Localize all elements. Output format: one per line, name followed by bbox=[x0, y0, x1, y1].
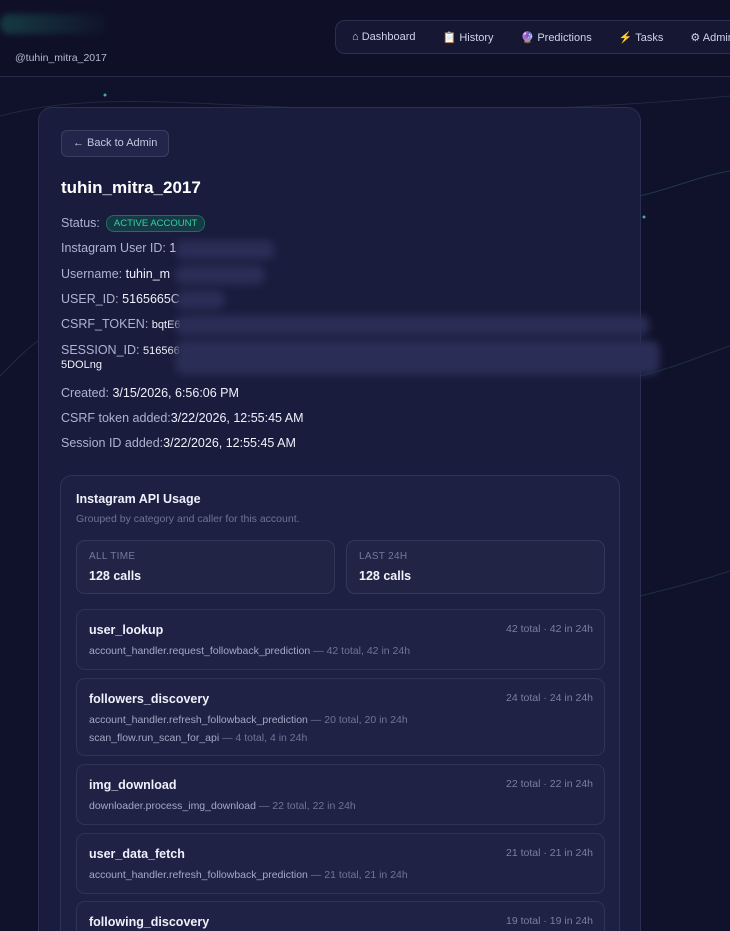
gear-icon: ⚙ bbox=[690, 31, 701, 44]
home-icon: ⌂ bbox=[352, 31, 359, 43]
redaction bbox=[175, 340, 660, 375]
api-usage-panel: Instagram API Usage Grouped by category … bbox=[60, 475, 620, 931]
category-card: followers_discovery 24 total · 24 in 24h… bbox=[76, 678, 605, 756]
logo bbox=[0, 14, 110, 34]
status-badge: ACTIVE ACCOUNT bbox=[105, 215, 206, 232]
api-usage-subtitle: Grouped by category and caller for this … bbox=[76, 513, 300, 525]
nav-dashboard[interactable]: ⌂ Dashboard bbox=[352, 31, 416, 43]
redaction bbox=[175, 265, 265, 285]
redaction bbox=[175, 240, 275, 260]
ig-user-id-row: Instagram User ID: 1 bbox=[61, 241, 177, 255]
clipboard-icon: 📋 bbox=[442, 31, 457, 44]
caller-line: downloader.process_img_download — 22 tot… bbox=[89, 800, 356, 812]
status-row: Status: ACTIVE ACCOUNT bbox=[61, 215, 206, 232]
nav-history[interactable]: 📋 History bbox=[442, 31, 494, 44]
page-title: tuhin_mitra_2017 bbox=[61, 178, 201, 197]
nav-tasks[interactable]: ⚡ Tasks bbox=[618, 31, 664, 44]
lightning-icon: ⚡ bbox=[618, 31, 633, 44]
caller-line: account_handler.refresh_followback_predi… bbox=[89, 869, 408, 881]
category-card: user_lookup 42 total · 42 in 24h account… bbox=[76, 609, 605, 670]
nav-predictions[interactable]: 🔮 Predictions bbox=[520, 31, 592, 44]
csrf-token-row: CSRF_TOKEN: bqtE6 bbox=[61, 317, 181, 331]
category-card: user_data_fetch 21 total · 21 in 24h acc… bbox=[76, 833, 605, 894]
account-detail-card: ← Back to Admin tuhin_mitra_2017 Status:… bbox=[38, 107, 660, 931]
stat-all-time: ALL TIME 128 calls bbox=[76, 540, 335, 594]
api-usage-title: Instagram API Usage bbox=[76, 492, 201, 506]
username-row: Username: tuhin_m bbox=[61, 267, 171, 281]
user-handle: @tuhin_mitra_2017 bbox=[15, 52, 107, 64]
caller-line: account_handler.request_followback_predi… bbox=[89, 645, 411, 657]
back-to-admin-button[interactable]: ← Back to Admin bbox=[61, 130, 170, 157]
category-card: following_discovery 19 total · 19 in 24h bbox=[76, 901, 605, 931]
redaction bbox=[175, 290, 225, 310]
nav-admin[interactable]: ⚙ Admin bbox=[690, 31, 730, 44]
created-row: Created: 3/15/2026, 6:56:06 PM bbox=[61, 386, 239, 400]
redaction bbox=[175, 315, 650, 336]
user-id-row: USER_ID: 5165665C bbox=[61, 292, 180, 306]
main-nav: ⌂ Dashboard 📋 History 🔮 Predictions ⚡ Ta… bbox=[335, 20, 730, 54]
top-header: @tuhin_mitra_2017 ⌂ Dashboard 📋 History … bbox=[0, 0, 730, 77]
session-added-row: Session ID added:3/22/2026, 12:55:45 AM bbox=[61, 436, 296, 450]
category-card: img_download 22 total · 22 in 24h downlo… bbox=[76, 764, 605, 825]
caller-line: account_handler.refresh_followback_predi… bbox=[89, 714, 408, 726]
caller-line: scan_flow.run_scan_for_api — 4 total, 4 … bbox=[89, 732, 308, 744]
stat-last-24h: LAST 24H 128 calls bbox=[346, 540, 605, 594]
crystal-ball-icon: 🔮 bbox=[520, 31, 535, 44]
session-id-row: SESSION_ID: 516566 5DOLng bbox=[61, 343, 180, 371]
csrf-added-row: CSRF token added:3/22/2026, 12:55:45 AM bbox=[61, 411, 304, 425]
